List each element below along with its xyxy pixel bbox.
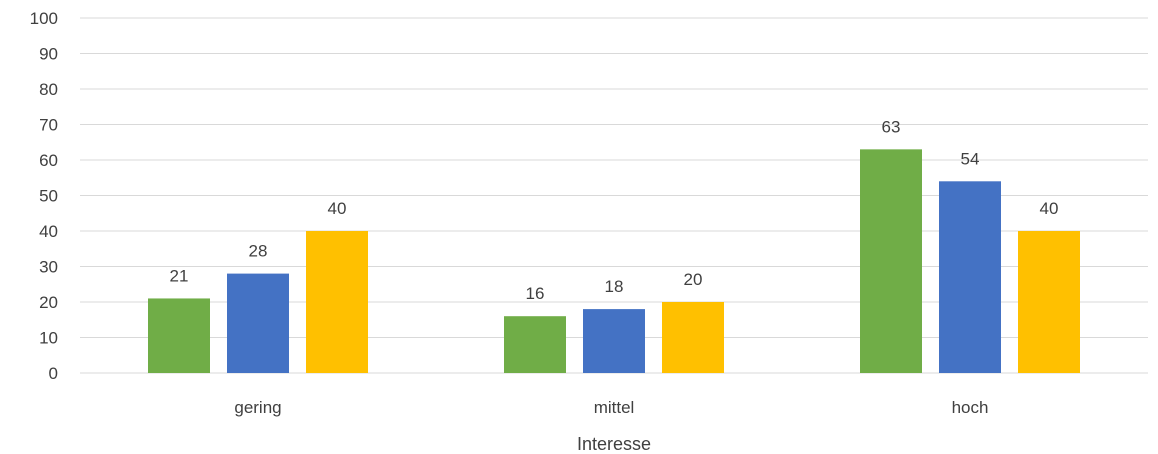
y-tick-label: 50 — [39, 187, 58, 206]
bar-mittel-series-1 — [504, 316, 566, 373]
y-tick-label: 10 — [39, 329, 58, 348]
data-label-mittel-series-2: 18 — [605, 277, 624, 296]
data-label-gering-series-2: 28 — [249, 242, 268, 261]
y-tick-label: 40 — [39, 222, 58, 241]
y-tick-label: 80 — [39, 80, 58, 99]
y-tick-label: 20 — [39, 293, 58, 312]
data-labels: 21 28 40 16 18 20 63 54 40 — [170, 117, 1059, 303]
bar-mittel-series-3 — [662, 302, 724, 373]
x-axis-title: Interesse — [577, 434, 651, 454]
bar-mittel-series-2 — [583, 309, 645, 373]
x-tick-label-mittel: mittel — [594, 398, 635, 417]
y-tick-label: 90 — [39, 45, 58, 64]
y-tick-label: 30 — [39, 258, 58, 277]
bar-hoch-series-2 — [939, 181, 1001, 373]
data-label-hoch-series-3: 40 — [1040, 199, 1059, 218]
y-tick-label: 70 — [39, 116, 58, 135]
y-tick-label: 0 — [49, 364, 58, 383]
bar-hoch-series-1 — [860, 149, 922, 373]
x-tick-label-gering: gering — [234, 398, 281, 417]
y-tick-label: 100 — [30, 9, 58, 28]
data-label-mittel-series-3: 20 — [684, 270, 703, 289]
data-label-gering-series-3: 40 — [328, 199, 347, 218]
x-axis-tick-labels: gering mittel hoch — [234, 398, 988, 417]
bars — [148, 149, 1080, 373]
data-label-gering-series-1: 21 — [170, 266, 189, 285]
bar-gering-series-3 — [306, 231, 368, 373]
bar-gering-series-2 — [227, 273, 289, 373]
y-tick-label: 60 — [39, 151, 58, 170]
data-label-mittel-series-1: 16 — [526, 284, 545, 303]
x-tick-label-hoch: hoch — [952, 398, 989, 417]
data-label-hoch-series-1: 63 — [882, 117, 901, 136]
bar-gering-series-1 — [148, 298, 210, 373]
data-label-hoch-series-2: 54 — [961, 149, 980, 168]
bar-hoch-series-3 — [1018, 231, 1080, 373]
y-axis-tick-labels: 0 10 20 30 40 50 60 70 80 90 100 — [30, 9, 58, 383]
